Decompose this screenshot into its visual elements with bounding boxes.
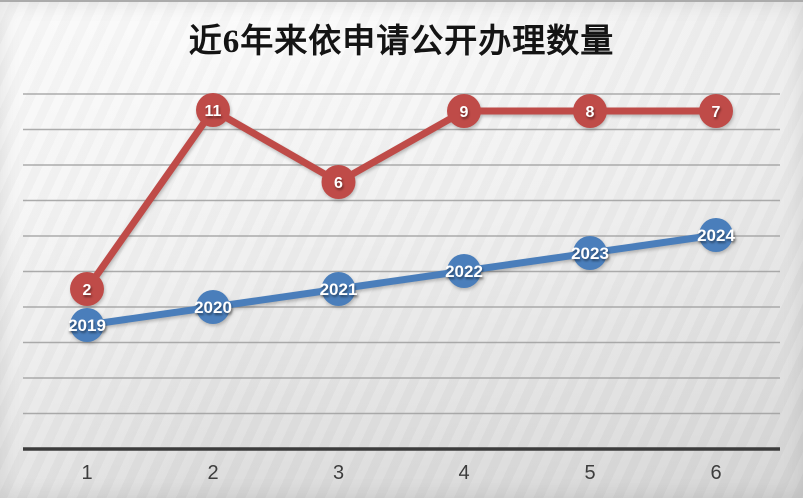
- data-point-label: 11: [205, 103, 222, 120]
- data-point-label: 2024: [697, 226, 735, 245]
- data-point-label: 7: [712, 104, 721, 121]
- data-point-label: 2020: [194, 298, 232, 317]
- x-tick-label: 6: [710, 462, 721, 484]
- series-line: [83, 106, 720, 293]
- x-tick-label: 2: [207, 462, 218, 484]
- data-point-label: 2022: [445, 262, 483, 281]
- data-point: [699, 218, 733, 252]
- data-point-label: 2: [83, 282, 92, 299]
- x-tick-label: 3: [333, 462, 344, 484]
- data-point: [196, 290, 230, 324]
- data-point: [196, 93, 230, 127]
- data-point: [573, 236, 607, 270]
- data-point-label: 9: [460, 104, 469, 121]
- data-point-label: 2021: [320, 280, 358, 299]
- series-1: 2019 2020 2021 2022 2023 2024: [68, 218, 735, 342]
- data-point-label: 8: [586, 104, 595, 121]
- chart-title: 近6年来依申请公开办理数量: [188, 24, 615, 60]
- data-point: [573, 94, 607, 128]
- data-point: [70, 272, 104, 306]
- data-point: [321, 272, 356, 306]
- x-tick-label: 1: [81, 462, 92, 484]
- series-line: [83, 231, 720, 329]
- data-point: [447, 254, 481, 288]
- data-point-label: 6: [334, 175, 343, 192]
- x-tick-label: 5: [584, 462, 595, 484]
- x-axis-ticks: 1 2 3 4 5 6: [81, 462, 721, 484]
- data-point-label: 2019: [68, 316, 106, 335]
- data-point-label: 2023: [571, 244, 609, 263]
- data-point: [321, 165, 356, 199]
- data-point: [70, 308, 104, 342]
- data-point: [447, 94, 481, 128]
- x-tick-label: 4: [458, 462, 469, 484]
- data-point: [699, 94, 733, 128]
- gridlines: [23, 93, 780, 415]
- series-0: 2 11 6 9 8 7: [70, 93, 733, 306]
